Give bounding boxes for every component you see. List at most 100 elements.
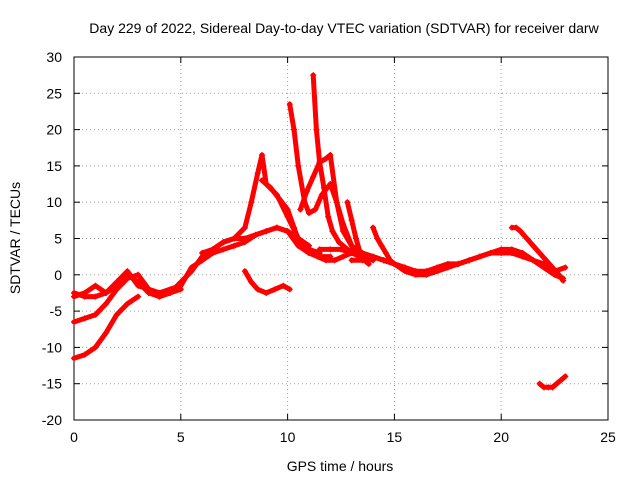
data-point [476, 253, 483, 260]
data-point [71, 289, 77, 296]
data-point [231, 242, 238, 249]
data-point [252, 231, 259, 238]
data-point [313, 126, 320, 133]
data-point [81, 315, 88, 322]
y-tick-label: 5 [54, 231, 62, 247]
data-point [325, 213, 332, 220]
chart-title: Day 229 of 2022, Sidereal Day-to-day VTE… [89, 20, 599, 36]
data-point [316, 159, 323, 166]
data-point [513, 224, 520, 231]
y-tick-label: 10 [46, 194, 62, 210]
data-point [113, 286, 120, 293]
x-tick-label: 25 [600, 429, 616, 445]
data-point [352, 235, 359, 242]
data-point [558, 377, 565, 384]
data-point [549, 384, 556, 391]
data-point [340, 228, 347, 235]
data-point [305, 250, 312, 257]
data-point [258, 177, 265, 184]
data-point [263, 289, 270, 296]
data-point [267, 184, 274, 191]
data-point [291, 224, 298, 231]
data-point [177, 286, 184, 293]
data-point [92, 311, 99, 318]
data-point [135, 271, 142, 278]
data-point [295, 162, 302, 169]
data-point [508, 246, 515, 253]
series-trace-o [241, 268, 293, 296]
data-point [286, 286, 293, 293]
data-point [348, 257, 355, 264]
data-point [271, 286, 278, 293]
y-tick-label: 0 [54, 267, 62, 283]
data-point [188, 268, 195, 275]
x-tick-label: 10 [280, 429, 296, 445]
data-point [284, 228, 291, 235]
data-point [241, 268, 248, 275]
data-point [258, 152, 265, 159]
data-point [365, 260, 372, 267]
y-tick-label: -5 [50, 303, 63, 319]
data-point [348, 250, 355, 257]
data-point [553, 380, 560, 387]
y-tick-label: 15 [46, 158, 62, 174]
data-point [391, 260, 398, 267]
data-point [338, 246, 344, 253]
y-tick-label: -20 [42, 412, 62, 428]
data-point [312, 206, 319, 213]
data-point [177, 279, 184, 286]
data-point [286, 101, 293, 108]
data-point [310, 72, 317, 79]
data-point [241, 224, 248, 231]
data-point [434, 268, 441, 275]
data-point [92, 293, 99, 300]
data-point [314, 253, 321, 260]
data-point [220, 239, 227, 246]
data-point [145, 286, 152, 293]
data-point [124, 275, 131, 282]
data-point [378, 242, 385, 249]
data-point [380, 257, 387, 264]
data-point [382, 250, 389, 257]
y-tick-label: 20 [46, 122, 62, 138]
data-point [530, 242, 537, 249]
data-point [466, 257, 473, 264]
data-point [329, 228, 336, 235]
series-trace-d [71, 293, 142, 362]
data-series [71, 72, 569, 391]
data-point [562, 373, 569, 380]
series-trace-c [71, 271, 184, 325]
data-point [103, 329, 110, 336]
data-point [273, 224, 280, 231]
data-point [487, 250, 494, 257]
data-point [167, 289, 174, 296]
data-point [248, 199, 255, 206]
data-point [241, 235, 248, 242]
data-point [536, 380, 543, 387]
series-trace-p [536, 373, 569, 391]
data-point [323, 257, 330, 264]
data-point [348, 242, 355, 249]
data-point [297, 242, 304, 249]
data-point [540, 264, 547, 271]
data-point [344, 199, 351, 206]
data-point [402, 268, 409, 275]
data-point [374, 235, 381, 242]
data-point [305, 210, 312, 217]
data-point [560, 277, 567, 284]
y-tick-label: -10 [42, 339, 62, 355]
data-point [248, 279, 255, 286]
data-point [340, 253, 347, 260]
x-axis-label: GPS time / hours [287, 458, 394, 474]
data-point [124, 300, 131, 307]
data-point [444, 264, 451, 271]
y-tick-label: 30 [46, 49, 62, 65]
data-point [254, 286, 261, 293]
data-point [320, 184, 327, 191]
data-point [536, 250, 543, 257]
data-point [81, 293, 88, 300]
data-point [156, 293, 163, 300]
data-point [498, 246, 505, 253]
